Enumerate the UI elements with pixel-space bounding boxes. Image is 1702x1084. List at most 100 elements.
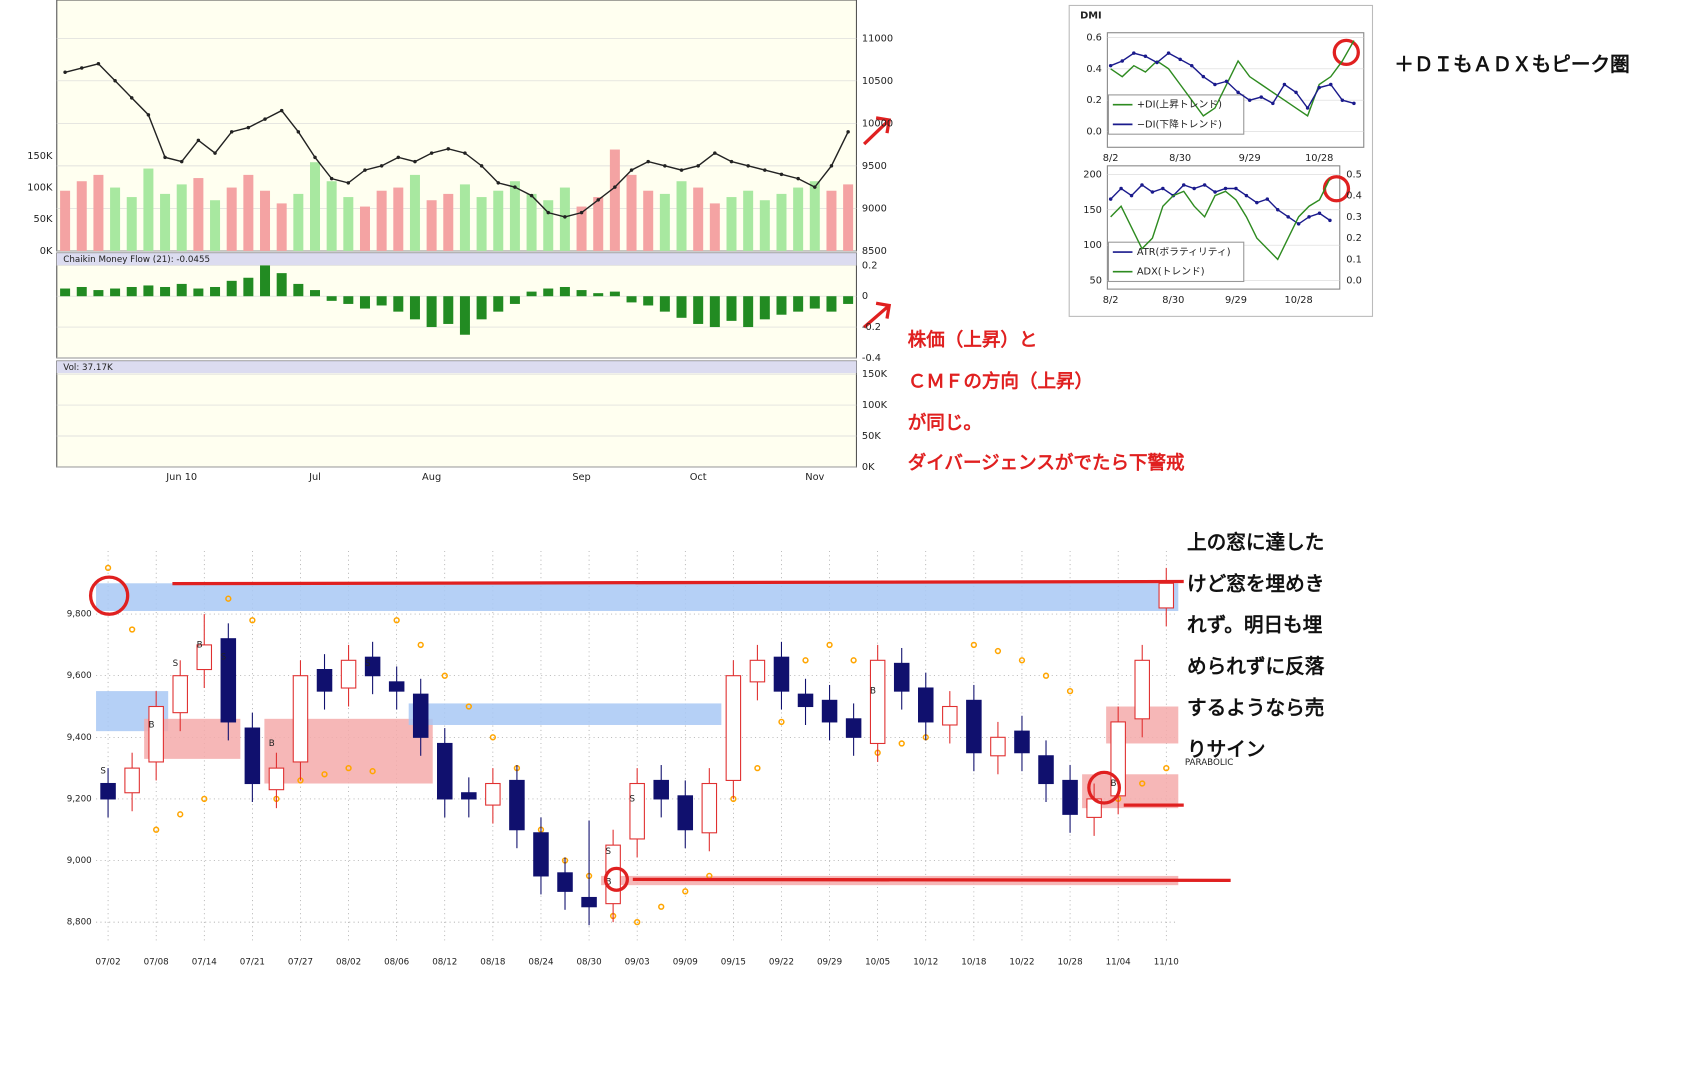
point <box>1307 215 1311 219</box>
sar-dot <box>201 795 208 803</box>
legend-label: ATR(ボラティリティ) <box>1137 246 1231 258</box>
point <box>513 185 517 189</box>
chart-title: DMI <box>1080 10 1102 21</box>
cmf-bar <box>276 273 287 297</box>
point <box>813 185 817 189</box>
candle-body <box>172 675 188 714</box>
cmf-bar <box>526 291 537 297</box>
candle-body <box>364 656 381 677</box>
point <box>463 151 467 155</box>
point <box>1201 74 1206 79</box>
point <box>696 164 700 168</box>
volume-bar <box>593 197 604 251</box>
y-tick-label: 0.0 <box>1086 127 1102 138</box>
legend-box <box>1107 241 1245 283</box>
volume-bar <box>176 184 187 251</box>
cmf-bar <box>226 280 237 297</box>
volume-panel <box>56 360 858 468</box>
sar-dot <box>1163 764 1170 772</box>
volume-bar <box>60 190 71 251</box>
x-tick-label: 08/30 <box>576 958 601 968</box>
point <box>1255 200 1259 205</box>
volume-bar <box>76 181 87 251</box>
point <box>346 181 351 185</box>
point <box>729 159 734 164</box>
point <box>363 168 367 172</box>
point <box>1108 63 1113 68</box>
point <box>313 155 317 160</box>
cmf-bar <box>243 277 254 297</box>
point <box>246 125 251 130</box>
cmf-bar <box>509 296 520 304</box>
sar-dot <box>128 626 136 633</box>
sar-dot <box>1139 780 1146 787</box>
y-tick-label: 0.5 <box>1346 169 1362 180</box>
volume-bar <box>459 184 470 251</box>
y-tick-label: 200 <box>1083 169 1102 180</box>
point <box>829 164 834 168</box>
series-line <box>1110 178 1331 261</box>
series-line <box>1110 52 1355 110</box>
volume-bar <box>743 190 754 251</box>
point <box>1275 208 1280 212</box>
highlight-circle <box>1332 38 1360 67</box>
point <box>1234 186 1238 191</box>
point <box>796 176 800 181</box>
point <box>1329 82 1333 87</box>
point <box>179 159 184 164</box>
candle-body <box>437 742 453 800</box>
candle-body <box>653 779 669 800</box>
point <box>429 151 434 155</box>
sar-dot <box>1066 687 1074 695</box>
point <box>379 164 384 168</box>
sar-dot <box>778 718 785 726</box>
cmf-bar <box>809 296 820 309</box>
point <box>1202 183 1207 187</box>
point <box>1150 190 1155 194</box>
point <box>613 185 617 189</box>
volume-bar <box>193 178 204 251</box>
point <box>196 138 201 143</box>
cmf-bar <box>576 290 587 297</box>
volume-bar <box>409 174 420 251</box>
x-tick-label: Sep <box>572 472 590 483</box>
y-tick-label: 0.2 <box>1346 233 1362 244</box>
x-tick-label: 09/15 <box>721 958 746 968</box>
cmf-bar <box>693 296 704 324</box>
y-tick-label: 0.6 <box>1086 32 1102 43</box>
volume-bar <box>343 197 354 251</box>
point <box>846 130 850 134</box>
x-tick-label: Oct <box>690 472 707 483</box>
candle-body <box>677 795 694 831</box>
signal-label: B <box>269 739 275 749</box>
y-tick-label: 9,000 <box>67 856 92 866</box>
point <box>213 151 217 155</box>
point <box>779 172 784 177</box>
point <box>1140 183 1144 187</box>
sar-dot <box>658 903 665 910</box>
x-tick-label: 08/24 <box>528 958 554 968</box>
point <box>96 62 101 66</box>
candle-body <box>533 832 549 877</box>
candle-body <box>1038 755 1054 785</box>
y-tick-label: 150 <box>1083 205 1102 216</box>
y-tick-label: 9500 <box>862 161 887 172</box>
point <box>1286 215 1290 219</box>
sar-dot <box>489 734 497 741</box>
legend-box <box>1107 94 1245 135</box>
signal-label: B <box>870 687 876 697</box>
volume-bar <box>160 193 171 251</box>
window-note: められずに反落 <box>1187 655 1325 678</box>
cmf-bar <box>843 296 854 304</box>
cmf-bar <box>626 296 637 303</box>
y-tick-label: 9,600 <box>67 671 92 681</box>
sar-dot <box>321 771 328 778</box>
volume-bar <box>659 193 670 251</box>
cmf-bar <box>643 296 654 306</box>
cmf-note: が同じ。 <box>908 412 982 434</box>
signal-label: B <box>1111 779 1117 789</box>
x-tick-label: 8/2 <box>1103 153 1119 164</box>
candle-body <box>629 782 645 840</box>
point <box>529 193 534 198</box>
series-line <box>1110 184 1331 225</box>
